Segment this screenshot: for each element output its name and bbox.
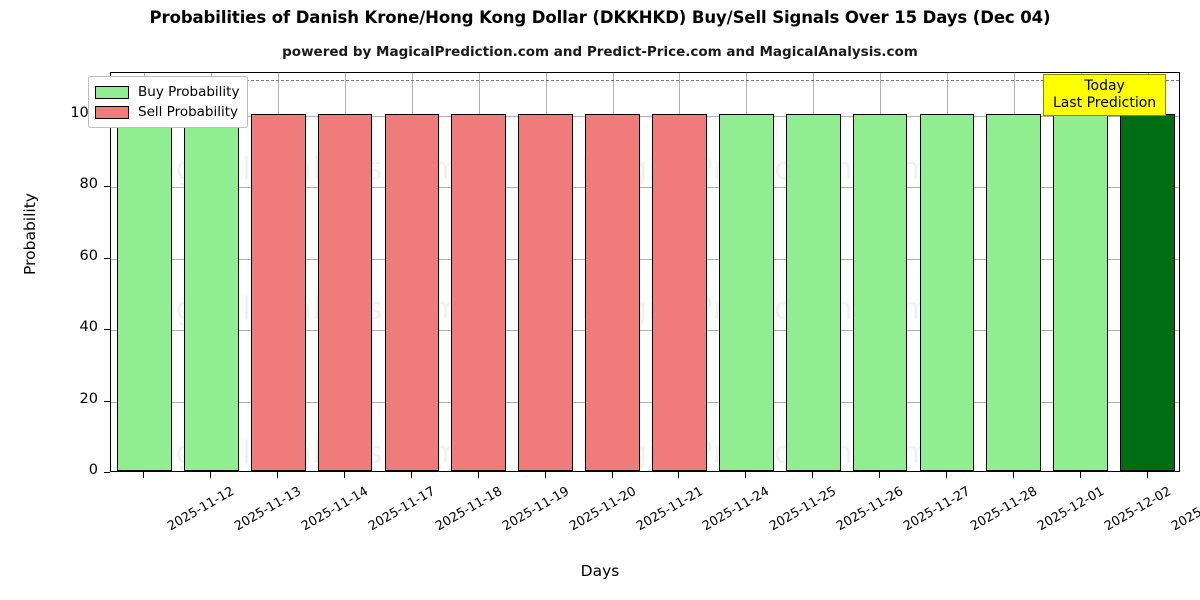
- x-tick-mark: [879, 472, 881, 478]
- bar-2025-11-27[interactable]: [852, 113, 908, 471]
- legend-item-buy: Buy Probability: [95, 82, 239, 102]
- y-tick-label: 60: [79, 247, 98, 264]
- chart-legend: Buy Probability Sell Probability: [88, 76, 249, 128]
- x-tick-label: 2025-12-01: [1034, 484, 1107, 535]
- x-tick-mark: [1079, 472, 1081, 478]
- y-tick-mark: [104, 472, 110, 473]
- x-tick-label: 2025-11-28: [967, 484, 1040, 535]
- x-tick-label: 2025-11-18: [432, 484, 505, 535]
- x-tick-mark: [477, 472, 479, 478]
- legend-swatch-sell: [95, 105, 129, 119]
- x-tick-label: 2025-11-21: [633, 484, 706, 535]
- x-tick-label: 2025-12-03: [1168, 484, 1200, 535]
- gridline-horizontal: [111, 258, 1179, 260]
- x-tick-label: 2025-11-17: [366, 484, 438, 535]
- chart-title: Probabilities of Danish Krone/Hong Kong …: [149, 8, 1051, 27]
- gridline-horizontal: [111, 115, 1179, 117]
- y-tick-mark: [104, 329, 110, 331]
- x-tick-label: 2025-11-12: [165, 484, 238, 535]
- x-tick-label: 2025-11-25: [767, 484, 840, 535]
- chart-subtitle: powered by MagicalPrediction.com and Pre…: [282, 44, 918, 60]
- x-tick-mark: [1146, 472, 1148, 478]
- x-tick-mark: [745, 472, 747, 478]
- x-tick-label: 2025-11-27: [901, 484, 973, 535]
- bar-2025-11-26[interactable]: [785, 113, 841, 471]
- x-tick-mark: [277, 472, 279, 478]
- bar-2025-11-20[interactable]: [518, 113, 574, 471]
- x-tick-label: 2025-11-14: [299, 484, 372, 535]
- y-tick-mark: [104, 400, 110, 402]
- x-tick-label: 2025-11-20: [566, 484, 639, 535]
- legend-swatch-buy: [95, 85, 129, 99]
- y-tick-label: 0: [88, 462, 98, 478]
- x-tick-mark: [143, 472, 145, 478]
- reference-line: [111, 80, 1179, 82]
- x-tick-mark: [678, 472, 680, 478]
- x-tick-mark: [210, 472, 212, 478]
- bar-2025-11-18[interactable]: [384, 113, 440, 471]
- y-tick-label: 20: [79, 390, 98, 407]
- y-tick-label: 80: [79, 176, 98, 193]
- bar-2025-12-02[interactable]: [1053, 113, 1109, 471]
- bar-2025-12-03[interactable]: [1120, 113, 1175, 471]
- x-tick-mark: [611, 472, 613, 478]
- x-tick-label: 2025-12-02: [1101, 484, 1174, 535]
- bar-2025-11-28[interactable]: [919, 113, 975, 471]
- x-tick-mark: [344, 472, 346, 478]
- x-tick-label: 2025-11-26: [834, 484, 907, 535]
- bar-2025-11-21[interactable]: [585, 113, 640, 471]
- x-tick-label: 2025-11-19: [499, 484, 572, 535]
- bar-2025-11-12[interactable]: [117, 113, 172, 471]
- bar-2025-11-13[interactable]: [183, 113, 239, 471]
- x-axis-label: Days: [580, 562, 620, 580]
- plot-area: MagicalAnalysis.comMagicaPrediction.comM…: [110, 72, 1180, 472]
- y-tick-mark: [104, 257, 110, 259]
- bar-2025-11-17[interactable]: [317, 113, 373, 471]
- today-annotation-line2: Last Prediction: [1053, 94, 1157, 111]
- bar-2025-11-25[interactable]: [718, 113, 774, 471]
- gridline-horizontal: [111, 330, 1179, 332]
- bar-2025-11-24[interactable]: [652, 113, 707, 471]
- y-axis-label: Probability: [21, 193, 39, 275]
- bar-2025-11-19[interactable]: [451, 113, 507, 471]
- x-tick-mark: [1012, 472, 1014, 478]
- bar-2025-12-01[interactable]: [986, 113, 1042, 471]
- legend-label-sell: Sell Probability: [138, 104, 239, 120]
- today-annotation-line1: Today: [1084, 78, 1125, 94]
- x-tick-mark: [410, 472, 412, 478]
- x-tick-mark: [812, 472, 814, 478]
- legend-item-sell: Sell Probability: [95, 102, 239, 122]
- y-tick-mark: [104, 186, 110, 188]
- x-tick-label: 2025-11-24: [700, 484, 773, 535]
- bar-2025-11-14[interactable]: [250, 113, 306, 471]
- x-tick-label: 2025-11-13: [232, 484, 305, 535]
- y-tick-label: 40: [79, 319, 98, 336]
- x-tick-mark: [945, 472, 947, 478]
- legend-label-buy: Buy Probability: [138, 84, 240, 100]
- gridline-horizontal: [111, 187, 1179, 189]
- today-annotation: Today Last Prediction: [1043, 74, 1167, 117]
- gridline-horizontal: [111, 401, 1179, 403]
- x-tick-mark: [544, 472, 546, 478]
